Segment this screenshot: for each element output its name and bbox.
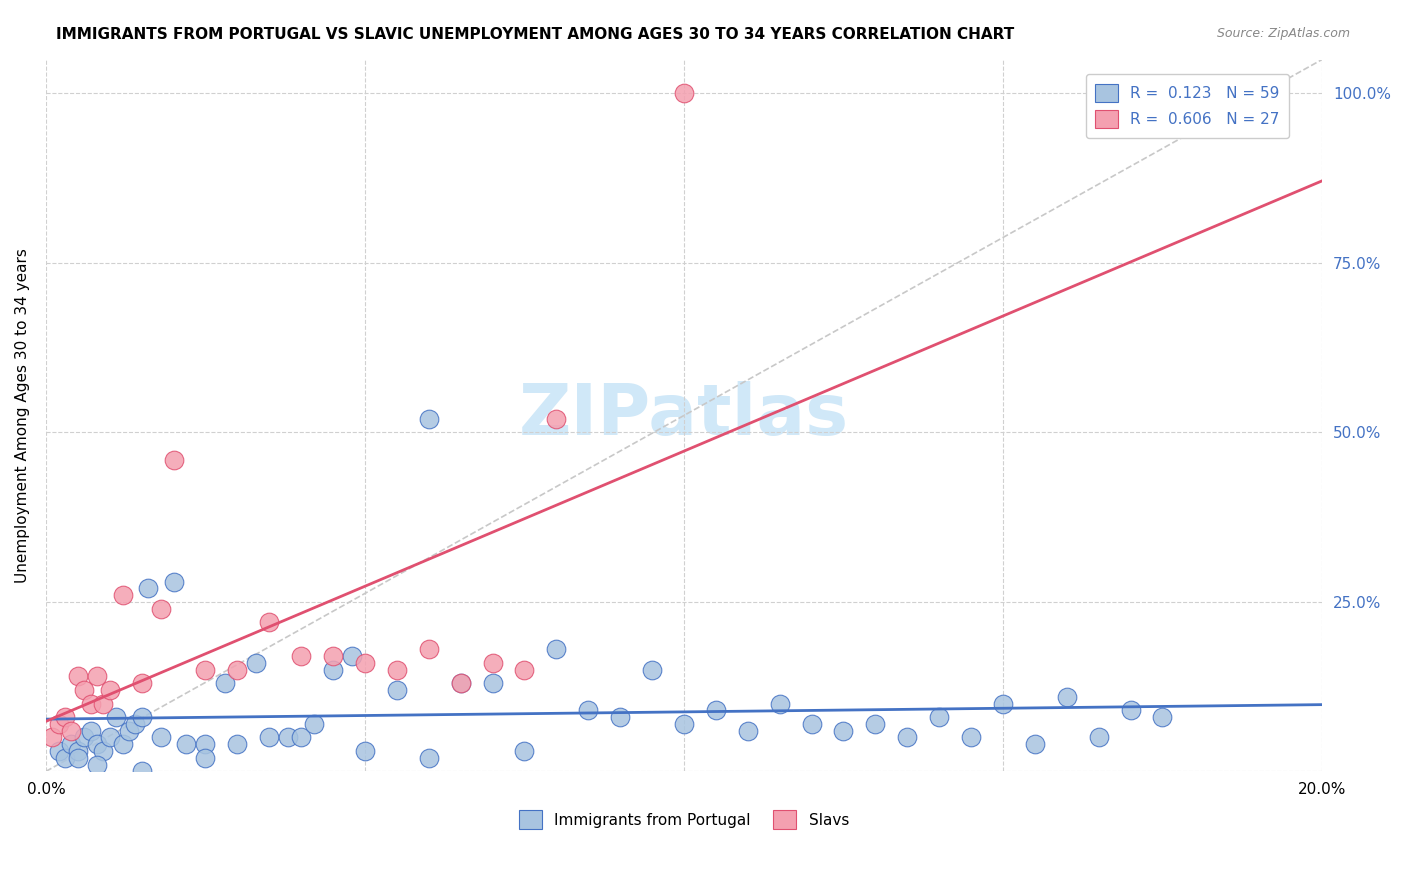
Point	[865, 717, 887, 731]
Point	[66, 669, 89, 683]
Point	[86, 757, 108, 772]
Point	[481, 676, 503, 690]
Point	[672, 717, 695, 731]
Point	[73, 731, 96, 745]
Point	[1087, 731, 1109, 745]
Point	[79, 697, 101, 711]
Point	[991, 697, 1014, 711]
Point	[111, 588, 134, 602]
Point	[960, 731, 983, 745]
Text: IMMIGRANTS FROM PORTUGAL VS SLAVIC UNEMPLOYMENT AMONG AGES 30 TO 34 YEARS CORREL: IMMIGRANTS FROM PORTUGAL VS SLAVIC UNEMP…	[56, 27, 1015, 42]
Point	[48, 744, 70, 758]
Point	[322, 663, 344, 677]
Point	[60, 723, 83, 738]
Point	[418, 412, 440, 426]
Point	[1024, 737, 1046, 751]
Point	[41, 731, 63, 745]
Point	[385, 683, 408, 698]
Point	[111, 737, 134, 751]
Point	[513, 744, 536, 758]
Point	[450, 676, 472, 690]
Point	[98, 683, 121, 698]
Point	[354, 656, 377, 670]
Point	[322, 649, 344, 664]
Point	[86, 737, 108, 751]
Point	[131, 710, 153, 724]
Point	[546, 412, 568, 426]
Point	[53, 751, 76, 765]
Point	[832, 723, 855, 738]
Point	[226, 737, 249, 751]
Point	[259, 731, 281, 745]
Point	[149, 601, 172, 615]
Point	[131, 764, 153, 779]
Point	[176, 737, 198, 751]
Point	[53, 710, 76, 724]
Point	[768, 697, 790, 711]
Point	[290, 731, 312, 745]
Point	[131, 676, 153, 690]
Point	[704, 703, 727, 717]
Point	[800, 717, 823, 731]
Point	[302, 717, 325, 731]
Point	[340, 649, 363, 664]
Point	[226, 663, 249, 677]
Point	[641, 663, 664, 677]
Point	[60, 737, 83, 751]
Point	[194, 737, 217, 751]
Legend: Immigrants from Portugal, Slavs: Immigrants from Portugal, Slavs	[513, 804, 855, 835]
Point	[86, 669, 108, 683]
Point	[214, 676, 236, 690]
Point	[290, 649, 312, 664]
Point	[66, 751, 89, 765]
Point	[896, 731, 918, 745]
Point	[136, 582, 159, 596]
Point	[546, 642, 568, 657]
Point	[513, 663, 536, 677]
Point	[1056, 690, 1078, 704]
Point	[93, 697, 115, 711]
Point	[93, 744, 115, 758]
Text: Source: ZipAtlas.com: Source: ZipAtlas.com	[1216, 27, 1350, 40]
Point	[609, 710, 631, 724]
Point	[194, 663, 217, 677]
Y-axis label: Unemployment Among Ages 30 to 34 years: Unemployment Among Ages 30 to 34 years	[15, 248, 30, 582]
Point	[124, 717, 146, 731]
Text: ZIPatlas: ZIPatlas	[519, 381, 849, 450]
Point	[73, 683, 96, 698]
Point	[245, 656, 267, 670]
Point	[79, 723, 101, 738]
Point	[259, 615, 281, 630]
Point	[162, 452, 184, 467]
Point	[66, 744, 89, 758]
Point	[98, 731, 121, 745]
Point	[418, 642, 440, 657]
Point	[354, 744, 377, 758]
Point	[1119, 703, 1142, 717]
Point	[1152, 710, 1174, 724]
Point	[48, 717, 70, 731]
Point	[928, 710, 950, 724]
Point	[277, 731, 299, 745]
Point	[418, 751, 440, 765]
Point	[118, 723, 141, 738]
Point	[194, 751, 217, 765]
Point	[672, 87, 695, 101]
Point	[385, 663, 408, 677]
Point	[450, 676, 472, 690]
Point	[737, 723, 759, 738]
Point	[149, 731, 172, 745]
Point	[162, 574, 184, 589]
Point	[576, 703, 599, 717]
Point	[481, 656, 503, 670]
Point	[105, 710, 128, 724]
